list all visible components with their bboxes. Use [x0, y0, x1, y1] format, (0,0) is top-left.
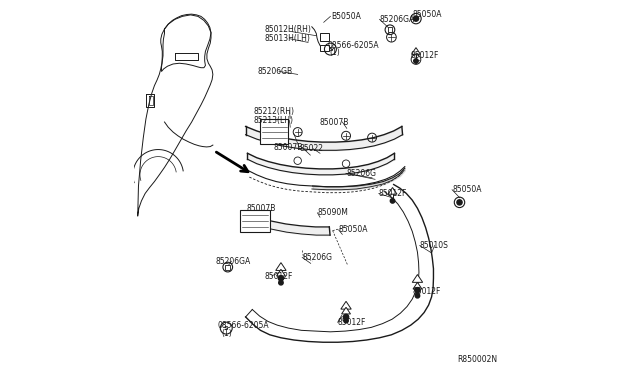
Polygon shape [412, 275, 422, 282]
Text: S: S [328, 46, 333, 52]
Text: 85007B: 85007B [273, 143, 303, 152]
Text: (1): (1) [330, 48, 340, 57]
Circle shape [415, 294, 420, 298]
Text: 85206GA: 85206GA [380, 15, 415, 24]
Text: B5050A: B5050A [331, 12, 361, 21]
Bar [320, 33, 330, 41]
Text: 85050A: 85050A [412, 10, 442, 19]
Bar [387, 27, 392, 32]
Text: 85012F: 85012F [379, 189, 407, 198]
Circle shape [415, 288, 420, 293]
Polygon shape [342, 307, 351, 314]
Text: 85012F: 85012F [264, 272, 292, 280]
Text: 85206GA: 85206GA [215, 257, 250, 266]
Text: 85012F: 85012F [410, 51, 438, 60]
Text: S: S [224, 326, 228, 331]
Bar [320, 45, 330, 51]
Text: 08566-6205A: 08566-6205A [328, 41, 379, 50]
Circle shape [344, 314, 349, 320]
Text: 85206GB: 85206GB [257, 67, 292, 76]
Text: 85012F: 85012F [412, 287, 440, 296]
Text: 85212(RH): 85212(RH) [253, 107, 294, 116]
Text: 85050A: 85050A [339, 225, 368, 234]
Text: 85050A: 85050A [452, 185, 481, 194]
Polygon shape [413, 282, 422, 289]
Circle shape [457, 200, 462, 205]
Text: 85090M: 85090M [317, 208, 348, 217]
Text: 85206G: 85206G [302, 253, 332, 262]
Text: 85007B: 85007B [246, 204, 276, 213]
Text: 85012H(RH): 85012H(RH) [265, 25, 312, 34]
Polygon shape [276, 263, 286, 270]
Polygon shape [412, 48, 420, 54]
Circle shape [344, 318, 348, 323]
Circle shape [413, 59, 418, 63]
Polygon shape [388, 187, 397, 194]
Text: 85007B: 85007B [319, 118, 349, 126]
Text: 85213(LH): 85213(LH) [253, 116, 293, 125]
Circle shape [390, 199, 395, 203]
Text: 85206G: 85206G [346, 169, 376, 178]
Circle shape [278, 280, 283, 285]
Text: (1): (1) [221, 329, 232, 338]
Circle shape [278, 276, 284, 281]
Bar [240, 210, 270, 232]
Text: 85013H(LH): 85013H(LH) [265, 34, 311, 43]
Bar [225, 265, 230, 269]
Bar [260, 119, 289, 144]
Polygon shape [341, 301, 351, 309]
Text: 85012F: 85012F [338, 318, 366, 327]
Circle shape [413, 16, 419, 21]
Text: 85010S: 85010S [420, 241, 449, 250]
Text: R850002N: R850002N [458, 355, 498, 364]
Polygon shape [276, 269, 285, 276]
Text: 08566-6205A: 08566-6205A [218, 321, 269, 330]
Text: 85022: 85022 [300, 144, 324, 153]
